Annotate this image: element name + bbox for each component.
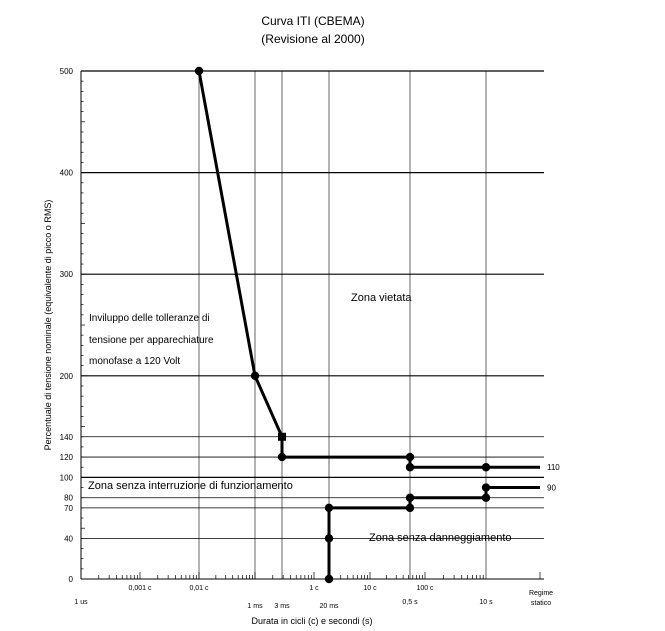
series-point-upper	[277, 452, 287, 462]
grid-lines	[81, 70, 544, 579]
y-tick-label-140: 140	[60, 433, 74, 442]
series-point-upper	[405, 452, 415, 462]
series-point-lower	[481, 493, 491, 502]
curve-series	[194, 66, 540, 584]
series-end-label-lower: 90	[547, 484, 556, 493]
annotation-envelope-line-3: monofase a 120 Volt	[89, 356, 180, 367]
series-line-upper	[197, 70, 540, 469]
y-tick-label-70: 70	[64, 504, 73, 513]
y-tick-label-40: 40	[64, 534, 73, 543]
series-end-label-upper: 110	[547, 463, 560, 472]
y-tick-label-400: 400	[60, 169, 74, 178]
series-point-upper	[481, 463, 491, 472]
chart-subtitle: (Revisione al 2000)	[261, 32, 364, 46]
chart-title: Curva ITI (CBEMA)	[261, 14, 364, 28]
y-tick-label-200: 200	[60, 372, 74, 381]
x-tick-bottom-label: 20 ms	[319, 603, 339, 610]
annotation-zona-senza-danneggiamento: Zona senza danneggiamento	[369, 532, 512, 544]
x-tick-top-label: 1 c	[309, 585, 319, 592]
y-tick-label-500: 500	[60, 67, 74, 76]
series-point-upper	[250, 371, 260, 380]
annotation-zona-vietata: Zona vietata	[351, 292, 412, 304]
y-tick-label-300: 300	[60, 270, 74, 279]
annotation-envelope-line-2: tensione per apparechiature	[89, 335, 214, 346]
series-point-lower	[481, 483, 491, 492]
series-point-lower	[324, 503, 334, 513]
x-tick-bottom-label: 0,5 s	[402, 599, 418, 606]
series-point-upper	[194, 66, 204, 76]
x-tick-bottom-label: 3 ms	[274, 603, 290, 610]
x-tick-top-label: 10 c	[363, 585, 377, 592]
axes	[80, 70, 544, 580]
series-point-upper	[405, 463, 415, 472]
x-tick-top-label: 100 c	[416, 585, 434, 592]
x-tick-bottom-label: 1 us	[74, 599, 88, 606]
y-tick-label-100: 100	[60, 473, 74, 482]
x-tick-bottom-label: 10 s	[479, 599, 493, 606]
x-tick-top-label: 0,01 c	[189, 585, 209, 592]
series-point-lower	[405, 503, 415, 513]
series-point-lower	[324, 574, 334, 584]
x-axis-label: Durata in cicli (c) e secondi (s)	[251, 616, 372, 626]
x-tick-top-label: 0,001 c	[129, 585, 152, 592]
x-tick-bottom-label: 1 ms	[247, 603, 263, 610]
y-tick-label-0: 0	[69, 575, 74, 584]
y-tick-label-120: 120	[60, 453, 74, 462]
x-tick-bottom-label: statico	[531, 600, 551, 607]
annotation-zona-senza-interruzione: Zona senza interruzione di funzionamento	[88, 480, 293, 492]
series-point-lower	[324, 534, 334, 543]
y-tick-label-80: 80	[64, 494, 73, 503]
series-point-upper	[278, 432, 286, 441]
annotation-envelope-line-1: Inviluppo delle tolleranze di	[89, 313, 210, 324]
x-tick-bottom-label: Regime	[529, 590, 553, 597]
series-point-lower	[405, 493, 415, 502]
y-axis-label: Percentuale di tensione nominale (equiva…	[43, 200, 53, 451]
